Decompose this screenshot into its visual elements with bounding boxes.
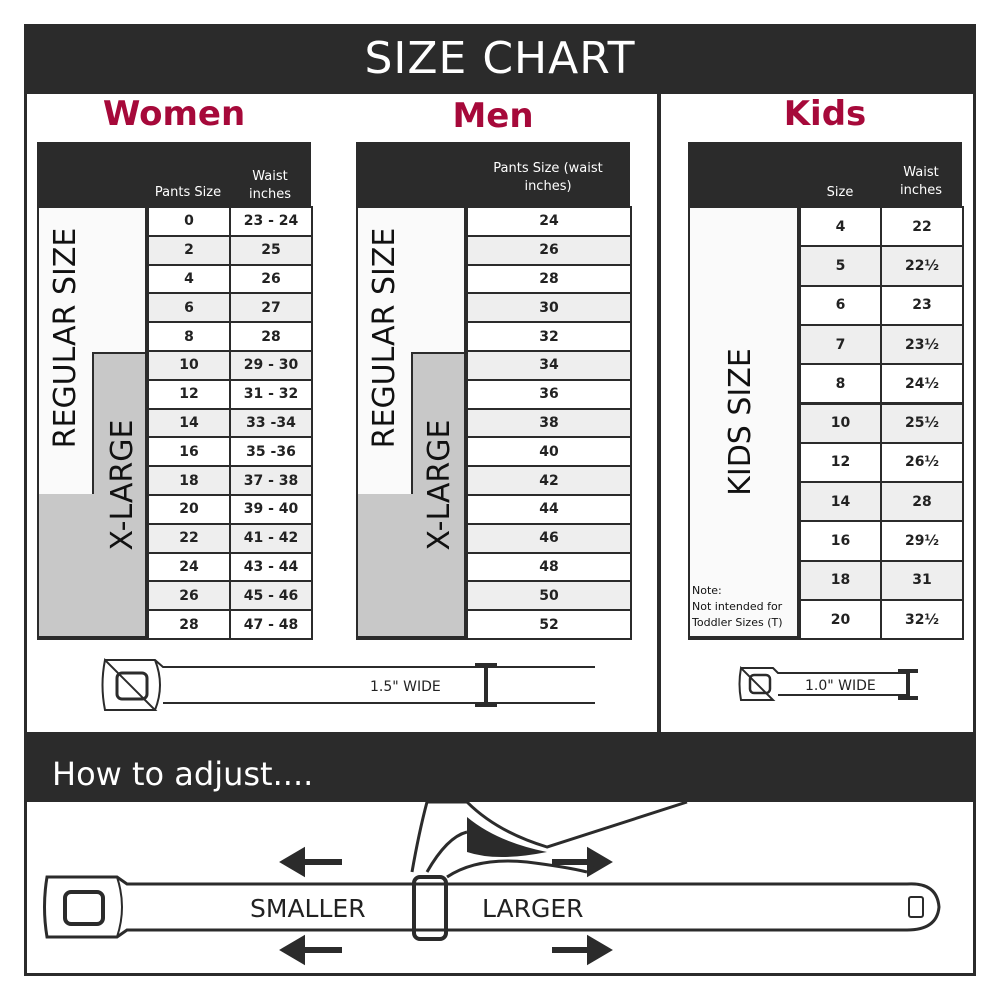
pants-size-cell: 10 — [147, 350, 231, 381]
pants-size-cell: 4 — [147, 263, 231, 295]
kids-title: Kids — [783, 94, 867, 134]
page-title: SIZE CHART — [24, 24, 976, 94]
pants-size-cell: 28 — [147, 609, 231, 640]
waist-cell: 29½ — [880, 520, 964, 562]
column-header: Pants Size — [147, 184, 229, 202]
column-header: Size — [799, 184, 881, 202]
kids-size-label: KIDS SIZE — [723, 348, 758, 496]
waist-cell: 23½ — [880, 323, 964, 366]
waist-cell: 35 -36 — [229, 436, 313, 468]
pants-size-cell: 0 — [147, 206, 231, 237]
pants-size-cell: 8 — [147, 321, 231, 352]
waist-cell: 32½ — [880, 599, 964, 641]
size-cell: 18 — [799, 559, 882, 601]
pants-size-cell: 42 — [466, 465, 632, 496]
pants-size-cell: 38 — [466, 407, 632, 439]
pants-size-cell: 44 — [466, 494, 632, 525]
pants-size-cell: 6 — [147, 292, 231, 324]
pants-size-cell: 46 — [466, 522, 632, 554]
size-cell: 10 — [799, 402, 882, 444]
waist-cell: 27 — [229, 292, 313, 324]
women-title: Women — [102, 94, 246, 134]
regular-size-label: REGULAR SIZE — [367, 227, 402, 449]
waist-cell: 31 - 32 — [229, 378, 313, 410]
note-title: Note: — [692, 584, 722, 597]
women-belt-illustration — [101, 657, 595, 711]
waist-cell: 24½ — [880, 363, 964, 405]
women-belt-width: 1.5" WIDE — [370, 679, 441, 695]
pants-size-cell: 22 — [147, 522, 231, 554]
pants-size-cell: 12 — [147, 378, 231, 410]
kids-belt-illustration — [738, 665, 918, 701]
waist-cell: 22½ — [880, 245, 964, 287]
waist-cell: 43 - 44 — [229, 551, 313, 583]
waist-cell: 47 - 48 — [229, 609, 313, 640]
note-text: Toddler Sizes (T) — [692, 616, 783, 629]
pants-size-cell: 32 — [466, 321, 632, 352]
waist-cell: 25½ — [880, 402, 964, 444]
pants-size-cell: 24 — [147, 551, 231, 583]
pants-size-cell: 52 — [466, 609, 632, 640]
smaller-label: SMALLER — [250, 894, 366, 923]
waist-cell: 39 - 40 — [229, 494, 313, 525]
larger-label: LARGER — [482, 894, 584, 923]
xlarge-region — [411, 352, 464, 494]
pants-size-cell: 18 — [147, 465, 231, 496]
waist-cell: 26½ — [880, 441, 964, 484]
waist-cell: 31 — [880, 559, 964, 601]
size-cell: 12 — [799, 441, 882, 484]
divider — [657, 94, 661, 732]
column-header: Waist inches — [232, 168, 308, 204]
waist-cell: 37 - 38 — [229, 465, 313, 496]
size-cell: 16 — [799, 520, 882, 562]
pants-size-cell: 34 — [466, 350, 632, 381]
adjust-illustration — [43, 802, 941, 966]
waist-cell: 41 - 42 — [229, 522, 313, 554]
pants-size-cell: 2 — [147, 234, 231, 266]
size-cell: 8 — [799, 363, 882, 405]
pants-size-cell: 30 — [466, 292, 632, 324]
kids-size-region — [690, 208, 797, 636]
waist-cell: 28 — [229, 321, 313, 352]
size-cell: 14 — [799, 481, 882, 523]
waist-cell: 25 — [229, 234, 313, 266]
pants-size-cell: 48 — [466, 551, 632, 583]
column-header: Pants Size (waist inches) — [470, 160, 626, 196]
waist-cell: 22 — [880, 206, 964, 248]
size-cell: 5 — [799, 245, 882, 287]
xlarge-label: X-LARGE — [422, 419, 457, 551]
xlarge-region — [358, 494, 464, 636]
pants-size-cell: 40 — [466, 436, 632, 468]
regular-size-label: REGULAR SIZE — [48, 227, 83, 449]
adjust-title: How to adjust.... — [24, 732, 976, 802]
pants-size-cell: 24 — [466, 206, 632, 237]
xlarge-region — [39, 494, 145, 636]
pants-size-cell: 16 — [147, 436, 231, 468]
xlarge-region — [92, 352, 145, 494]
note-text: Not intended for — [692, 600, 783, 613]
waist-cell: 23 — [880, 284, 964, 326]
xlarge-label: X-LARGE — [105, 419, 140, 551]
waist-cell: 26 — [229, 263, 313, 295]
size-cell: 20 — [799, 599, 882, 641]
pants-size-cell: 26 — [147, 580, 231, 612]
pants-size-cell: 28 — [466, 263, 632, 295]
column-header: Waist inches — [882, 164, 960, 200]
pants-size-cell: 36 — [466, 378, 632, 410]
pants-size-cell: 20 — [147, 494, 231, 525]
pants-size-cell: 50 — [466, 580, 632, 612]
waist-cell: 33 -34 — [229, 407, 313, 439]
pants-size-cell: 26 — [466, 234, 632, 266]
size-cell: 4 — [799, 206, 882, 248]
size-cell: 7 — [799, 323, 882, 366]
men-title: Men — [452, 96, 534, 136]
kids-belt-width: 1.0" WIDE — [805, 678, 876, 694]
pants-size-cell: 14 — [147, 407, 231, 439]
size-cell: 6 — [799, 284, 882, 326]
waist-cell: 29 - 30 — [229, 350, 313, 381]
waist-cell: 28 — [880, 481, 964, 523]
waist-cell: 23 - 24 — [229, 206, 313, 237]
waist-cell: 45 - 46 — [229, 580, 313, 612]
